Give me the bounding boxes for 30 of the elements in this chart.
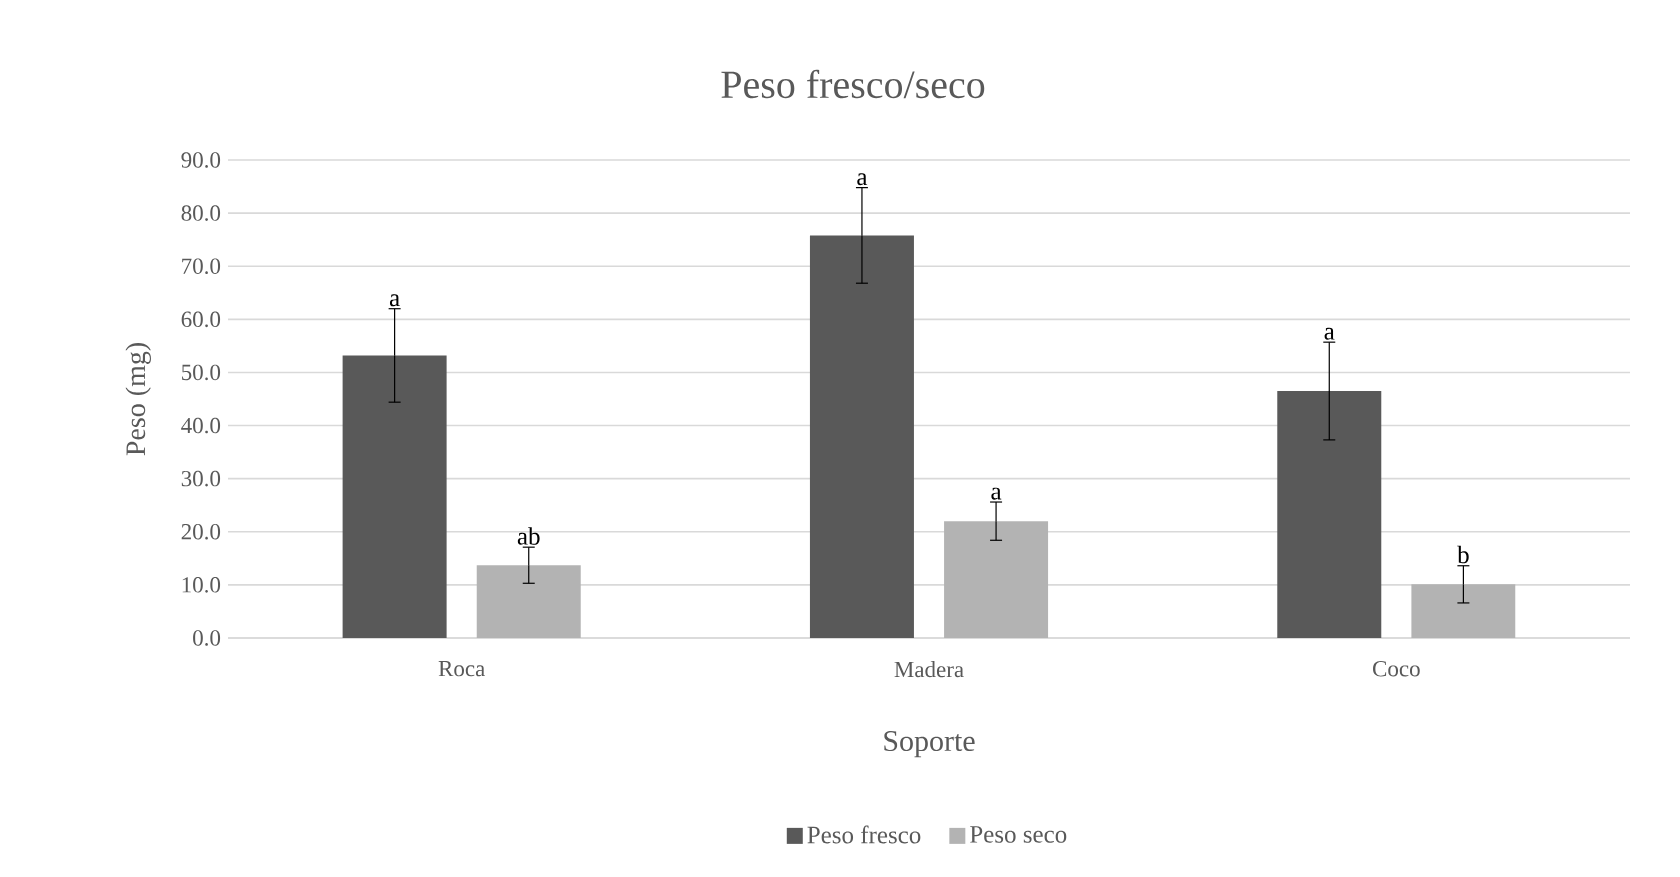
legend-label: Peso fresco [807,825,921,844]
y-tick-label: 40.0 [181,417,221,434]
bar [1277,391,1382,638]
y-tick-label: 60.0 [181,311,221,328]
y-tick-label: 10.0 [182,577,221,593]
y-tick-label: 70.0 [182,258,221,275]
x-tick-label: Roca [438,661,485,677]
chart-title: Peso fresco/seco [721,69,985,99]
bar [342,355,447,638]
y-tick-label: 50.0 [182,364,221,381]
annotation: a [389,294,400,307]
bar [809,235,914,638]
y-tick-label: 0.0 [193,630,221,646]
bar [1411,584,1516,638]
annotation: ab [517,527,540,545]
bar [476,565,581,638]
annotation: a [991,487,1002,500]
bar [944,521,1049,638]
x-tick-label: Coco [1373,661,1420,677]
x-tick-label: Madera [894,661,964,678]
x-axis-title: Soporte [884,730,975,758]
y-tick-label: 20.0 [181,523,221,540]
annotation: a [857,173,868,186]
y-tick-label: 80.0 [181,205,221,221]
legend-label: Peso seco [970,826,1067,843]
annotation: a [1324,327,1335,340]
y-tick-label: 30.0 [181,470,221,487]
y-axis-title: Peso (mg) [125,343,151,456]
y-tick-label: 90.0 [181,152,221,168]
annotation: b [1457,545,1469,564]
